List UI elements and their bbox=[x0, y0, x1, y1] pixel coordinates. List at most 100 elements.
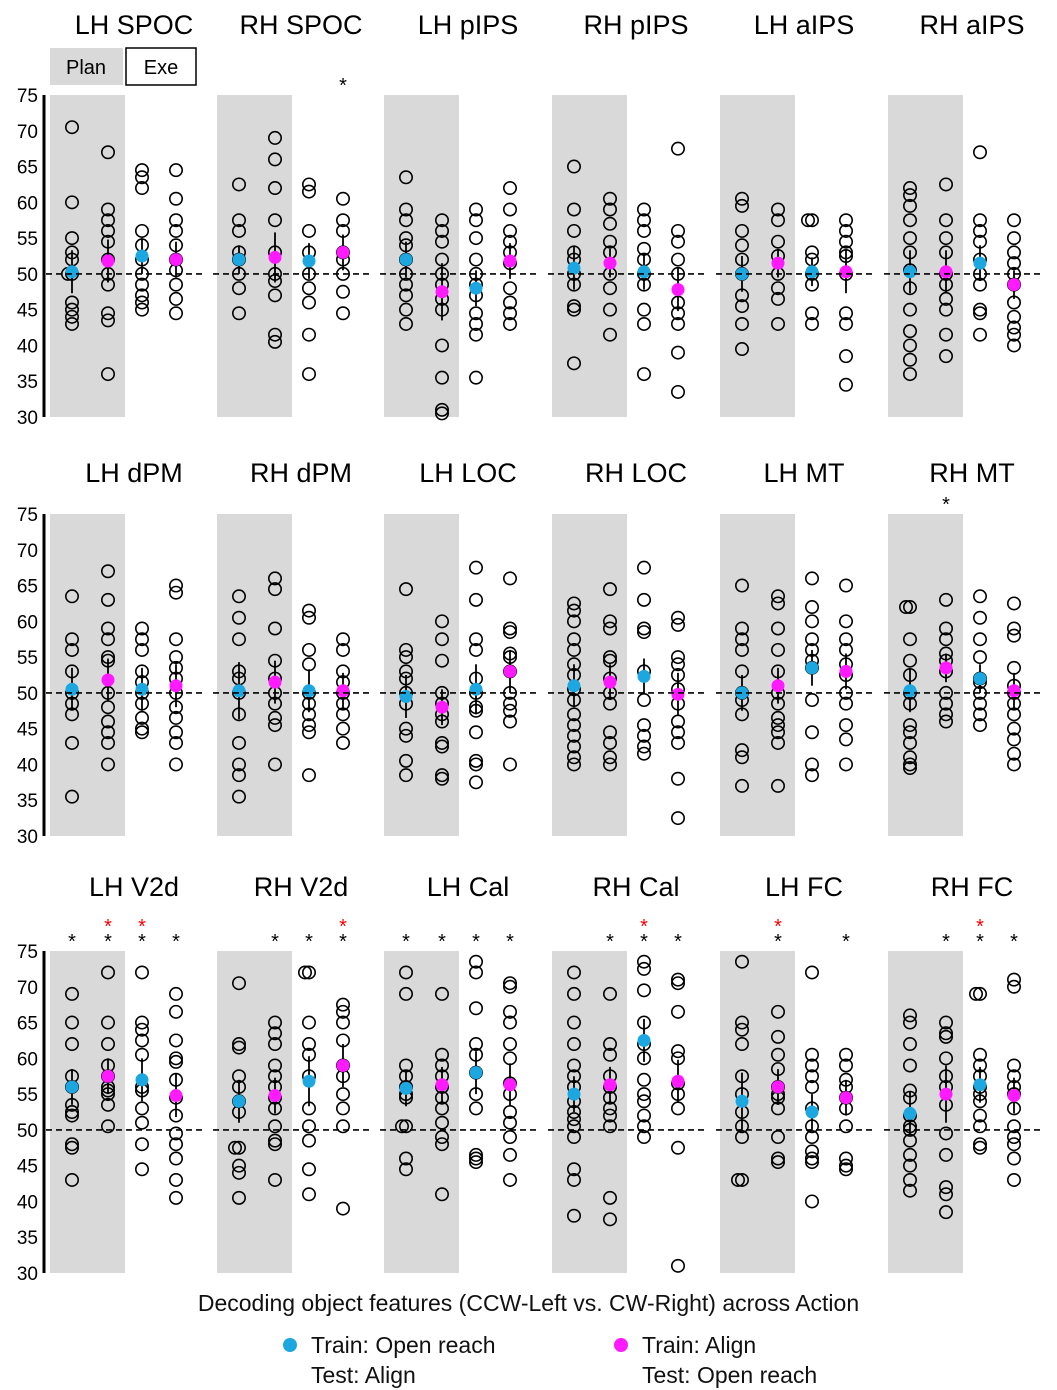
data-point bbox=[734, 632, 749, 647]
data-point bbox=[972, 610, 987, 625]
data-point bbox=[566, 1015, 581, 1030]
data-point bbox=[800, 213, 815, 228]
data-point bbox=[169, 632, 184, 647]
data-point bbox=[335, 1201, 350, 1216]
data-point bbox=[502, 1004, 517, 1019]
data-point bbox=[398, 753, 413, 768]
mean-align bbox=[435, 1078, 449, 1092]
data-point bbox=[169, 1190, 184, 1205]
data-point bbox=[602, 281, 617, 296]
y-tick-label: 60 bbox=[17, 193, 38, 214]
data-point bbox=[938, 1180, 953, 1195]
data-point bbox=[1006, 1058, 1021, 1073]
data-point bbox=[169, 585, 184, 600]
data-point bbox=[804, 316, 819, 331]
mean-open-reach bbox=[302, 684, 316, 698]
data-point bbox=[301, 223, 316, 238]
panel-title: RH LOC bbox=[585, 458, 687, 488]
data-point bbox=[902, 1037, 917, 1052]
data-point bbox=[502, 979, 517, 994]
data-point bbox=[468, 1101, 483, 1116]
data-point bbox=[335, 1015, 350, 1030]
data-point bbox=[838, 234, 853, 249]
mean-align bbox=[101, 254, 115, 268]
data-point bbox=[335, 1119, 350, 1134]
data-point bbox=[65, 1172, 80, 1187]
data-point bbox=[169, 291, 184, 306]
data-point bbox=[232, 610, 247, 625]
data-point bbox=[232, 1040, 247, 1055]
data-point bbox=[670, 972, 685, 987]
mean-open-reach bbox=[973, 672, 987, 686]
data-point bbox=[169, 757, 184, 772]
data-point bbox=[65, 1137, 80, 1152]
data-point bbox=[232, 1190, 247, 1205]
data-point bbox=[838, 1162, 853, 1177]
data-point bbox=[301, 184, 316, 199]
data-point bbox=[566, 614, 581, 629]
significance-star: * bbox=[640, 931, 648, 953]
data-point bbox=[804, 1058, 819, 1073]
data-point bbox=[468, 252, 483, 267]
data-point bbox=[65, 309, 80, 324]
data-point bbox=[301, 1037, 316, 1052]
data-point bbox=[398, 316, 413, 331]
data-point bbox=[636, 746, 651, 761]
data-point bbox=[734, 621, 749, 636]
data-point bbox=[902, 367, 917, 382]
data-point bbox=[468, 1147, 483, 1162]
mean-open-reach bbox=[973, 256, 987, 270]
data-point bbox=[65, 120, 80, 135]
data-point bbox=[232, 213, 247, 228]
data-point bbox=[502, 976, 517, 991]
data-point bbox=[502, 625, 517, 640]
panel-title: LH SPOC bbox=[75, 10, 194, 40]
significance-star: * bbox=[606, 931, 614, 953]
data-point bbox=[938, 349, 953, 364]
data-point bbox=[734, 578, 749, 593]
data-point bbox=[135, 710, 150, 725]
data-point bbox=[734, 223, 749, 238]
data-point bbox=[770, 735, 785, 750]
data-point bbox=[804, 757, 819, 772]
legend-open-reach-train: Train: Open reach bbox=[311, 1332, 496, 1358]
mean-align bbox=[503, 254, 517, 268]
data-point bbox=[770, 1155, 785, 1170]
mean-align bbox=[268, 250, 282, 264]
data-point bbox=[468, 954, 483, 969]
data-point bbox=[1006, 979, 1021, 994]
data-point bbox=[902, 750, 917, 765]
data-point bbox=[169, 986, 184, 1001]
data-point bbox=[734, 1015, 749, 1030]
mean-align bbox=[336, 245, 350, 259]
data-point bbox=[938, 1029, 953, 1044]
data-point bbox=[65, 1015, 80, 1030]
data-point bbox=[502, 703, 517, 718]
significance-star: * bbox=[1010, 931, 1018, 953]
data-point bbox=[636, 728, 651, 743]
data-point bbox=[502, 1172, 517, 1187]
data-point bbox=[502, 316, 517, 331]
data-point bbox=[972, 650, 987, 665]
mean-align bbox=[939, 661, 953, 675]
legend-align-train: Train: Align bbox=[642, 1332, 757, 1358]
data-point bbox=[938, 177, 953, 192]
data-point bbox=[972, 327, 987, 342]
data-point bbox=[972, 302, 987, 317]
data-point bbox=[670, 735, 685, 750]
data-point bbox=[502, 1115, 517, 1130]
data-point bbox=[636, 202, 651, 217]
data-point bbox=[468, 231, 483, 246]
mean-open-reach bbox=[232, 684, 246, 698]
data-point bbox=[902, 1183, 917, 1198]
data-point bbox=[804, 768, 819, 783]
significance-star: * bbox=[942, 931, 950, 953]
legend-open-reach: Train: Open reach Test: Align bbox=[283, 1330, 563, 1390]
data-point bbox=[1006, 320, 1021, 335]
data-point bbox=[398, 582, 413, 597]
data-point bbox=[301, 965, 316, 980]
data-point bbox=[636, 961, 651, 976]
plan-shade bbox=[720, 95, 795, 417]
mean-open-reach bbox=[399, 253, 413, 267]
data-point bbox=[267, 327, 282, 342]
